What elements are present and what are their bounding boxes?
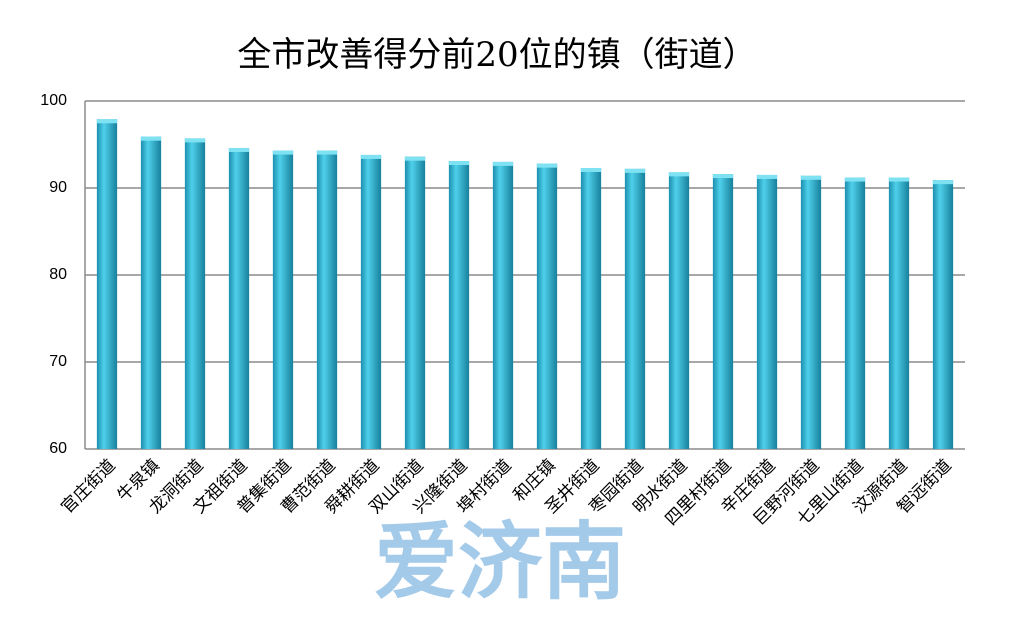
bar [800, 175, 822, 449]
bar [228, 147, 250, 450]
bar [536, 163, 558, 449]
bar [316, 150, 338, 449]
x-tick-label: 官庄街道 [57, 456, 119, 518]
y-tick-label: 60 [49, 440, 67, 457]
bar [580, 167, 602, 450]
bar-top [668, 172, 690, 177]
bar-top [492, 161, 514, 166]
bar [184, 138, 206, 449]
bar [668, 172, 690, 449]
bar [712, 174, 734, 449]
bar-top [844, 177, 866, 182]
bar [888, 177, 910, 449]
bar-top [712, 174, 734, 179]
bar [932, 180, 954, 450]
bar-top [448, 161, 470, 166]
bar [492, 161, 514, 449]
bar [624, 168, 646, 450]
bar-top [888, 177, 910, 182]
bar-top [140, 136, 162, 141]
bar [844, 177, 866, 449]
bar [96, 119, 118, 450]
bar-top [756, 174, 778, 179]
y-tick-label: 90 [49, 179, 67, 196]
bar-top [624, 168, 646, 173]
bar [140, 136, 162, 450]
bar-top [272, 150, 294, 155]
bar-top [536, 163, 558, 168]
bar-top [184, 138, 206, 143]
y-tick-label: 100 [40, 92, 67, 109]
y-tick-label: 70 [49, 353, 67, 370]
bar-top [228, 147, 250, 152]
bar-top [360, 154, 382, 159]
bar-top [580, 167, 602, 172]
bar [360, 154, 382, 449]
bar-top [96, 119, 118, 124]
watermark: 爱济南 [374, 513, 626, 611]
bar-top [932, 180, 954, 185]
bar [404, 156, 426, 449]
bar-top [316, 150, 338, 155]
y-tick-label: 80 [49, 266, 67, 283]
bar [272, 150, 294, 449]
bar [756, 174, 778, 449]
bar-top [404, 156, 426, 161]
chart-title: 全市改善得分前20位的镇（街道） [237, 35, 756, 75]
bar [448, 161, 470, 449]
bar-top [800, 175, 822, 180]
